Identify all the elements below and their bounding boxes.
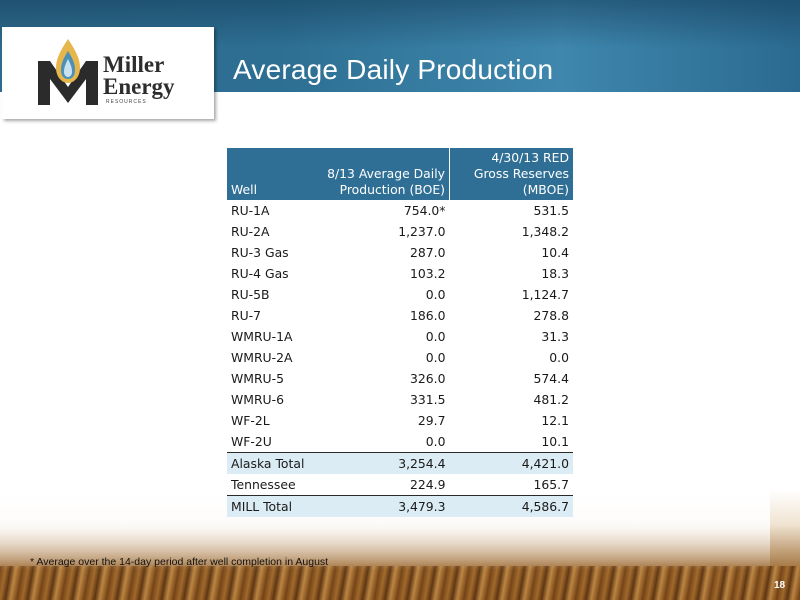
table-row: RU-3 Gas 287.0 10.4 bbox=[227, 242, 573, 263]
reserves-value: 531.5 bbox=[533, 203, 569, 218]
table-row: RU-7 186.0 278.8 bbox=[227, 305, 573, 326]
header-divider bbox=[0, 94, 800, 100]
production-value: 224.9 bbox=[410, 477, 446, 492]
reserves-value: 4,421.0 bbox=[449, 452, 573, 474]
production-value: 0.0 bbox=[425, 350, 446, 365]
table-row: RU-5B 0.0 1,124.7 bbox=[227, 284, 573, 305]
table-row: RU-1A 754.0* 531.5 bbox=[227, 200, 573, 221]
company-logo: Miller Energy RESOURCES bbox=[2, 27, 214, 119]
production-value: 0.0 bbox=[425, 434, 446, 449]
well-name: RU-2A bbox=[231, 224, 270, 239]
table-row: WMRU-5 326.0 574.4 bbox=[227, 368, 573, 389]
logo-subtitle: RESOURCES bbox=[106, 99, 147, 105]
well-name: WMRU-2A bbox=[231, 350, 293, 365]
production-value: 186.0 bbox=[410, 308, 446, 323]
reserves-value: 4,586.7 bbox=[449, 495, 573, 517]
reserves-value: 10.1 bbox=[541, 434, 569, 449]
production-value: 331.5 bbox=[410, 392, 446, 407]
production-value: 287.0 bbox=[410, 245, 446, 260]
logo-line-1: Miller bbox=[103, 52, 165, 77]
table-row: WMRU-6 331.5 481.2 bbox=[227, 389, 573, 410]
well-name: RU-1A bbox=[231, 203, 270, 218]
alaska-total-row: Alaska Total 3,254.4 4,421.0 bbox=[227, 452, 573, 474]
well-name: WF-2U bbox=[231, 434, 272, 449]
reserves-value: 10.4 bbox=[541, 245, 569, 260]
table-header-row: Well 8/13 Average Daily Production (BOE)… bbox=[227, 148, 573, 200]
well-name: WF-2L bbox=[231, 413, 270, 428]
well-name: RU-3 Gas bbox=[231, 245, 289, 260]
slide-title: Average Daily Production bbox=[233, 54, 554, 85]
logo-wordmark: Miller Energy bbox=[103, 52, 175, 99]
header-production: 8/13 Average Daily Production (BOE) bbox=[313, 148, 450, 200]
reserves-value: 12.1 bbox=[541, 413, 569, 428]
reserves-value: 165.7 bbox=[533, 477, 569, 492]
table-row: WMRU-1A 0.0 31.3 bbox=[227, 326, 573, 347]
reserves-value: 1,124.7 bbox=[521, 287, 569, 302]
production-value: 0.0 bbox=[425, 329, 446, 344]
well-name: Alaska Total bbox=[227, 452, 313, 474]
reserves-value: 574.4 bbox=[533, 371, 569, 386]
production-value: 3,254.4 bbox=[313, 452, 450, 474]
mill-total-row: MILL Total 3,479.3 4,586.7 bbox=[227, 495, 573, 517]
well-name: RU-5B bbox=[231, 287, 270, 302]
production-value: 103.2 bbox=[410, 266, 446, 281]
well-name: RU-4 Gas bbox=[231, 266, 289, 281]
well-name: Tennessee bbox=[231, 477, 296, 492]
table-row: WF-2L 29.7 12.1 bbox=[227, 410, 573, 431]
table-row: WF-2U 0.0 10.1 bbox=[227, 431, 573, 453]
well-name: MILL Total bbox=[227, 495, 313, 517]
footnote: * Average over the 14-day period after w… bbox=[30, 556, 329, 568]
logo-m-flame-icon bbox=[38, 39, 98, 105]
logo-line-2: Energy bbox=[103, 74, 175, 99]
reserves-value: 1,348.2 bbox=[521, 224, 569, 239]
well-name: RU-7 bbox=[231, 308, 262, 323]
header-well: Well bbox=[227, 148, 313, 200]
table-row: RU-2A 1,237.0 1,348.2 bbox=[227, 221, 573, 242]
reserves-value: 481.2 bbox=[533, 392, 569, 407]
page-number: 18 bbox=[774, 580, 786, 591]
tennessee-row: Tennessee 224.9 165.7 bbox=[227, 474, 573, 496]
production-value: 754.0* bbox=[403, 203, 446, 218]
production-value: 0.0 bbox=[425, 287, 446, 302]
production-value: 29.7 bbox=[417, 413, 446, 428]
well-name: WMRU-5 bbox=[231, 371, 284, 386]
production-value: 326.0 bbox=[410, 371, 446, 386]
production-table: Well 8/13 Average Daily Production (BOE)… bbox=[227, 148, 573, 517]
reserves-value: 278.8 bbox=[533, 308, 569, 323]
table-row: WMRU-2A 0.0 0.0 bbox=[227, 347, 573, 368]
production-value: 3,479.3 bbox=[313, 495, 450, 517]
production-value: 1,237.0 bbox=[398, 224, 446, 239]
header-reserves: 4/30/13 RED Gross Reserves (MBOE) bbox=[449, 148, 573, 200]
reserves-value: 0.0 bbox=[549, 350, 569, 365]
well-name: WMRU-6 bbox=[231, 392, 284, 407]
reserves-value: 18.3 bbox=[541, 266, 569, 281]
well-name: WMRU-1A bbox=[231, 329, 293, 344]
table-row: RU-4 Gas 103.2 18.3 bbox=[227, 263, 573, 284]
reserves-value: 31.3 bbox=[541, 329, 569, 344]
